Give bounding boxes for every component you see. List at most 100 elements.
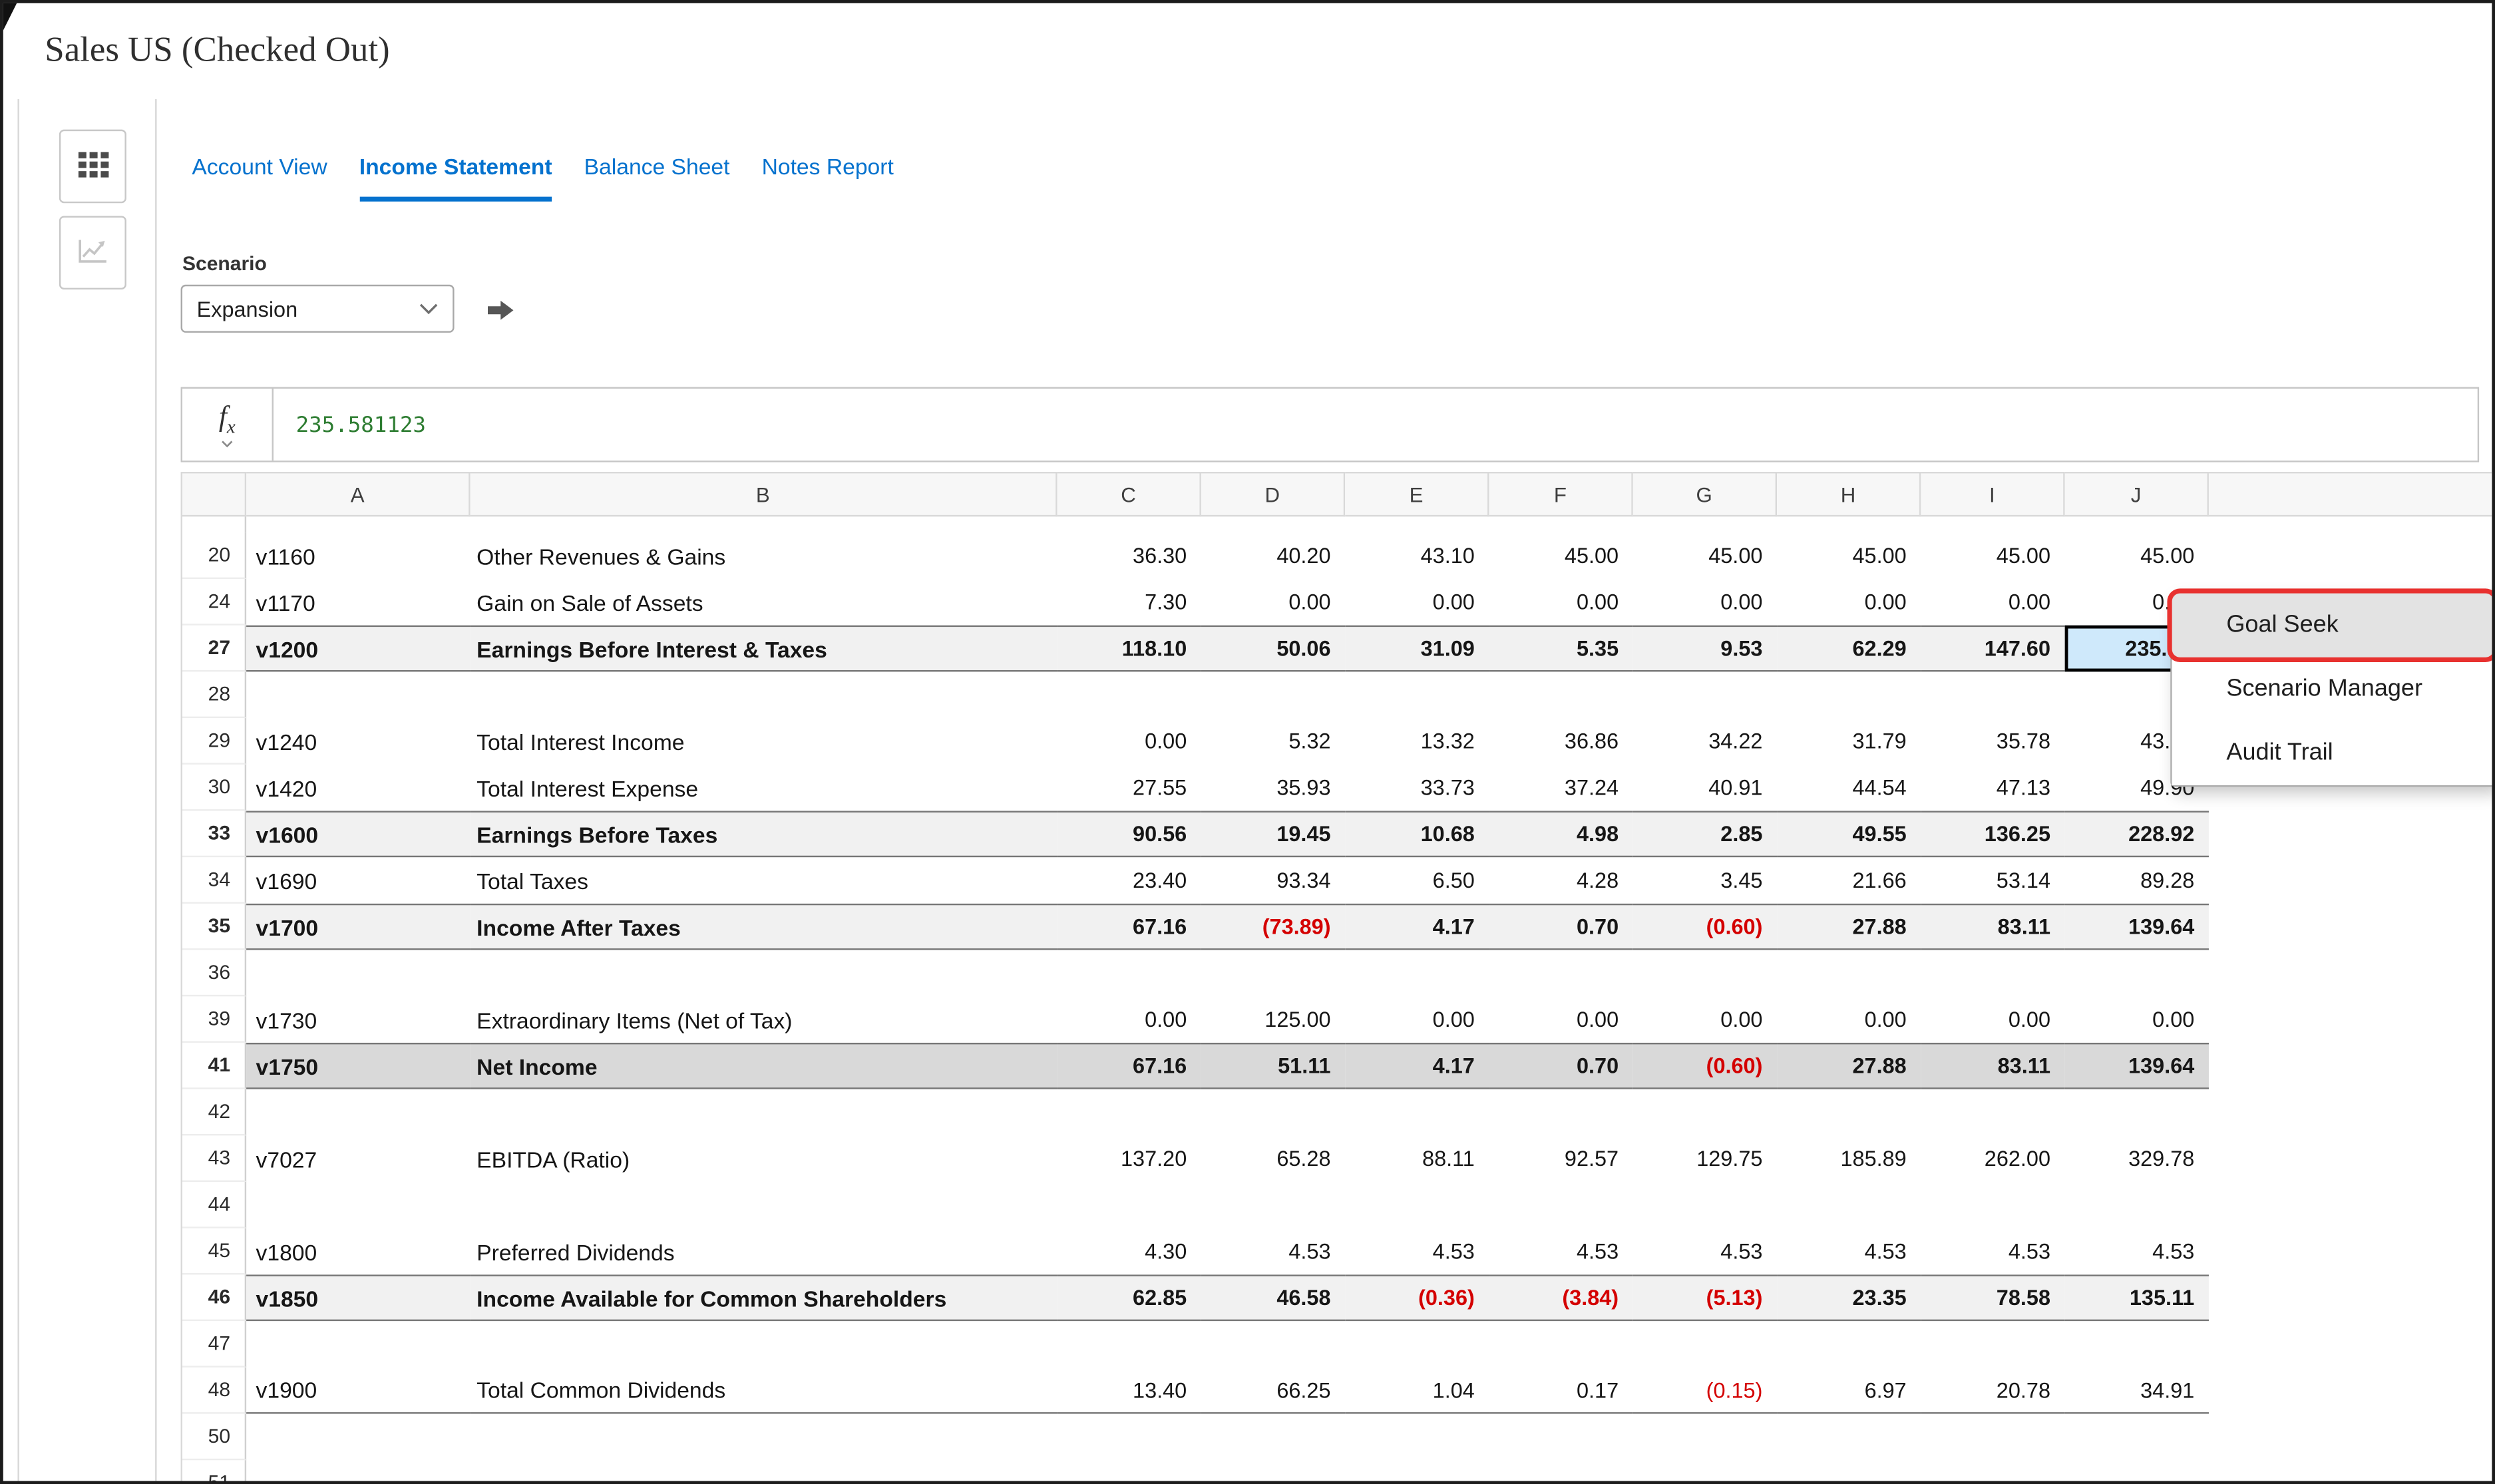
cell-G-34[interactable]: 3.45 (1720, 868, 1763, 893)
column-header-E[interactable]: E (1345, 471, 1489, 517)
cell-B-45[interactable]: Preferred Dividends (477, 1238, 675, 1264)
cell-F-24[interactable]: 0.00 (1576, 590, 1619, 614)
cell-H-46[interactable]: 23.35 (1777, 1274, 1921, 1322)
cell-I-46[interactable]: 78.58 (1921, 1274, 2065, 1322)
cell-F-28[interactable] (1489, 671, 1632, 718)
cell-D-44[interactable] (1201, 1182, 1345, 1228)
cell-F-20[interactable]: 45.00 (1564, 544, 1619, 568)
cell-J-43[interactable]: 329.78 (2128, 1147, 2195, 1171)
cell-H-47[interactable] (1777, 1321, 1921, 1368)
cell-C-42[interactable] (1057, 1089, 1201, 1136)
cell-J-35[interactable]: 139.64 (2064, 903, 2209, 950)
cell-E-28[interactable] (1345, 671, 1489, 718)
cell-J-33[interactable]: 228.92 (2064, 811, 2209, 858)
cell-D-51[interactable] (1201, 1460, 1345, 1481)
column-header-D[interactable]: D (1201, 471, 1346, 517)
cell-C-50[interactable] (1057, 1414, 1201, 1461)
column-header-J[interactable]: J (2064, 471, 2209, 517)
cell-A-20[interactable]: v1160 (256, 542, 315, 569)
cell-C-27[interactable]: 118.10 (1057, 625, 1201, 672)
cell-A-24[interactable]: v1170 (256, 589, 315, 616)
cell-C-34[interactable]: 23.40 (1133, 868, 1187, 893)
cell-I-44[interactable] (1921, 1182, 2064, 1228)
cell-I-27[interactable]: 147.60 (1921, 625, 2065, 672)
cell-G-28[interactable] (1633, 671, 1777, 718)
cell-H-51[interactable] (1777, 1460, 1921, 1481)
cell-D-33[interactable]: 19.45 (1201, 811, 1346, 858)
cell-E-20[interactable]: 43.10 (1420, 544, 1475, 568)
cell-E-45[interactable]: 4.53 (1432, 1239, 1475, 1264)
row-header-35[interactable]: 35 (182, 903, 247, 950)
column-header-F[interactable]: F (1489, 471, 1633, 517)
cell-C-30[interactable]: 27.55 (1133, 775, 1187, 800)
cell-A-27[interactable]: v1200 (246, 625, 471, 672)
cell-C-24[interactable]: 7.30 (1145, 590, 1187, 614)
cell-B-50[interactable] (471, 1414, 1057, 1461)
cell-A-50[interactable] (246, 1414, 470, 1461)
cell-A-41[interactable]: v1750 (246, 1042, 471, 1089)
cell-B-35[interactable]: Income After Taxes (470, 903, 1057, 950)
cell-H-30[interactable]: 44.54 (1852, 775, 1907, 800)
cell-H-28[interactable] (1777, 671, 1921, 718)
cell-D-42[interactable] (1201, 1089, 1345, 1136)
cell-B-36[interactable] (471, 950, 1057, 997)
cell-I-34[interactable]: 53.14 (1996, 868, 2051, 893)
cell-B-47[interactable] (471, 1321, 1057, 1368)
cell-E-35[interactable]: 4.17 (1345, 903, 1489, 950)
cell-H-35[interactable]: 27.88 (1777, 903, 1921, 950)
cell-I-28[interactable] (1921, 671, 2064, 718)
cell-F-34[interactable]: 4.28 (1576, 868, 1619, 893)
formula-input[interactable]: 235.581123 (295, 411, 426, 438)
cell-B-41[interactable]: Net Income (470, 1042, 1057, 1089)
cell-H-43[interactable]: 185.89 (1840, 1147, 1907, 1171)
row-header-24[interactable]: 24 (182, 578, 247, 626)
row-header-43[interactable]: 43 (182, 1135, 247, 1183)
cell-E-51[interactable] (1345, 1460, 1489, 1481)
cell-C-47[interactable] (1057, 1321, 1201, 1368)
cell-E-30[interactable]: 33.73 (1420, 775, 1475, 800)
cell-A-28[interactable] (246, 671, 470, 718)
row-header-20[interactable]: 20 (182, 532, 247, 579)
row-header-41[interactable]: 41 (182, 1042, 247, 1089)
cell-G-47[interactable] (1633, 1321, 1777, 1368)
cell-G-41[interactable]: (0.60) (1632, 1042, 1778, 1089)
cell-I-20[interactable]: 45.00 (1996, 544, 2051, 568)
cell-B-24[interactable]: Gain on Sale of Assets (477, 589, 703, 616)
menu-item-scenario-manager[interactable]: Scenario Manager (2172, 657, 2492, 721)
tab-notes-report[interactable]: Notes Report (761, 153, 894, 180)
cell-H-20[interactable]: 45.00 (1852, 544, 1907, 568)
cell-A-47[interactable] (246, 1321, 470, 1368)
row-header-39[interactable]: 39 (182, 996, 247, 1043)
cell-A-34[interactable]: v1690 (256, 867, 317, 894)
cell-G-44[interactable] (1633, 1182, 1777, 1228)
cell-D-20[interactable]: 40.20 (1276, 544, 1331, 568)
cell-G-45[interactable]: 4.53 (1720, 1239, 1763, 1264)
cell-H-27[interactable]: 62.29 (1777, 625, 1921, 672)
cell-J-42[interactable] (2065, 1089, 2209, 1136)
cell-C-46[interactable]: 62.85 (1057, 1274, 1201, 1322)
cell-F-43[interactable]: 92.57 (1564, 1147, 1619, 1171)
cell-B-33[interactable]: Earnings Before Taxes (470, 811, 1057, 858)
cell-I-47[interactable] (1921, 1321, 2064, 1368)
grid-view-button[interactable] (59, 129, 126, 204)
cell-D-34[interactable]: 93.34 (1276, 868, 1331, 893)
cell-B-30[interactable]: Total Interest Expense (477, 775, 699, 801)
tab-income-statement[interactable]: Income Statement (359, 138, 552, 202)
cell-I-50[interactable] (1921, 1414, 2064, 1461)
cell-A-29[interactable]: v1240 (256, 728, 317, 755)
cell-G-27[interactable]: 9.53 (1632, 625, 1778, 672)
cell-F-50[interactable] (1489, 1414, 1632, 1461)
go-arrow-button[interactable] (479, 291, 523, 332)
cell-I-42[interactable] (1921, 1089, 2064, 1136)
cell-C-35[interactable]: 67.16 (1057, 903, 1201, 950)
cell-G-48[interactable]: (0.15) (1632, 1368, 1778, 1414)
cell-A-44[interactable] (246, 1182, 470, 1228)
cell-G-43[interactable]: 129.75 (1696, 1147, 1763, 1171)
cell-B-44[interactable] (471, 1182, 1057, 1228)
function-button[interactable]: fx (182, 389, 274, 461)
row-header-34[interactable]: 34 (182, 857, 247, 904)
cell-B-48[interactable]: Total Common Dividends (470, 1368, 1057, 1414)
cell-D-27[interactable]: 50.06 (1201, 625, 1346, 672)
menu-item-goal-seek[interactable]: Goal Seek (2172, 593, 2492, 657)
column-header-H[interactable]: H (1777, 471, 1921, 517)
